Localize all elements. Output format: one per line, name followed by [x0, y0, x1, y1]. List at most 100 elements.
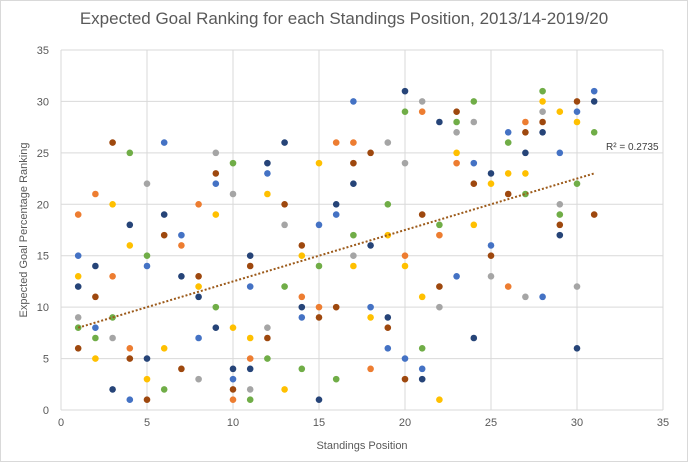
y-tick-label: 35	[37, 45, 49, 57]
data-point	[453, 118, 460, 126]
data-point	[143, 252, 151, 260]
data-point	[229, 190, 237, 198]
data-point	[109, 386, 116, 393]
data-point	[126, 344, 134, 352]
data-point	[590, 211, 598, 218]
x-tick-label: 25	[485, 417, 497, 429]
data-point	[212, 170, 220, 177]
data-point	[246, 262, 254, 270]
data-point	[470, 180, 478, 188]
data-point	[418, 375, 426, 383]
data-point	[436, 303, 443, 311]
data-point	[350, 231, 357, 239]
data-point	[418, 108, 426, 116]
data-point	[436, 396, 443, 404]
data-point	[264, 190, 271, 198]
data-point	[453, 128, 460, 136]
data-point	[401, 252, 409, 260]
data-point	[487, 252, 495, 260]
data-point	[229, 324, 237, 332]
data-point	[229, 396, 237, 404]
data-point	[229, 386, 237, 393]
data-point	[126, 396, 134, 404]
x-tick-label: 15	[313, 417, 325, 429]
data-point	[298, 365, 306, 373]
data-point	[350, 180, 357, 188]
y-tick-label: 30	[37, 96, 49, 108]
data-point	[401, 375, 409, 383]
data-point	[246, 334, 254, 342]
chart-title: Expected Goal Ranking for each Standings…	[79, 9, 609, 28]
data-point	[264, 170, 271, 177]
data-point	[195, 334, 202, 342]
data-point	[109, 314, 116, 321]
data-point	[384, 200, 392, 208]
x-tick-label: 10	[227, 417, 239, 429]
data-point	[350, 262, 357, 270]
data-point	[453, 108, 460, 116]
data-point	[212, 211, 220, 218]
y-axis-label: Expected Goal Percentage Ranking	[18, 143, 30, 318]
data-point	[573, 344, 581, 352]
data-point	[298, 314, 306, 321]
data-point	[453, 149, 460, 157]
data-point	[453, 159, 460, 167]
y-axis-ticks: 0 5 10 15 20 25 30 35	[37, 45, 49, 417]
data-point	[315, 262, 323, 270]
data-point	[539, 87, 546, 95]
data-point	[384, 314, 392, 321]
data-point	[332, 139, 340, 146]
data-point	[246, 355, 254, 362]
data-point	[384, 139, 392, 146]
data-point	[590, 87, 598, 95]
data-point	[229, 159, 237, 167]
y-tick-label: 5	[43, 354, 49, 366]
data-point	[315, 159, 323, 167]
data-point	[401, 87, 409, 95]
data-point	[522, 118, 529, 126]
data-point	[92, 334, 99, 342]
data-point	[143, 180, 151, 188]
data-point	[126, 149, 134, 157]
data-point	[418, 293, 426, 301]
y-tick-label: 10	[37, 302, 49, 314]
data-point	[401, 355, 409, 362]
data-point	[504, 139, 512, 146]
data-point	[74, 283, 82, 290]
data-point	[195, 375, 202, 383]
data-point	[281, 283, 288, 290]
data-point	[418, 211, 426, 218]
r-squared-label: R² = 0.2735	[606, 142, 659, 153]
data-point	[195, 200, 202, 208]
x-tick-label: 5	[144, 417, 150, 429]
data-point	[212, 180, 220, 188]
data-point	[212, 149, 220, 157]
data-point	[522, 190, 529, 198]
data-point	[487, 242, 495, 249]
data-point	[315, 396, 323, 404]
data-point	[522, 149, 529, 157]
data-point	[160, 386, 168, 393]
data-point	[539, 128, 546, 136]
data-point	[539, 108, 546, 116]
data-point	[74, 314, 82, 321]
data-point	[504, 170, 512, 177]
x-tick-label: 30	[571, 417, 583, 429]
data-point	[332, 211, 340, 218]
data-point	[436, 221, 443, 229]
data-point	[573, 283, 581, 290]
y-tick-label: 0	[43, 405, 49, 417]
data-point	[487, 170, 495, 177]
data-point	[74, 272, 82, 280]
data-point	[178, 231, 185, 239]
data-point	[556, 149, 564, 157]
y-tick-label: 15	[37, 251, 49, 263]
y-tick-label: 25	[37, 148, 49, 160]
data-point	[298, 242, 306, 249]
data-point	[504, 128, 512, 136]
data-point	[264, 355, 271, 362]
data-point	[350, 252, 357, 260]
data-point	[350, 159, 357, 167]
